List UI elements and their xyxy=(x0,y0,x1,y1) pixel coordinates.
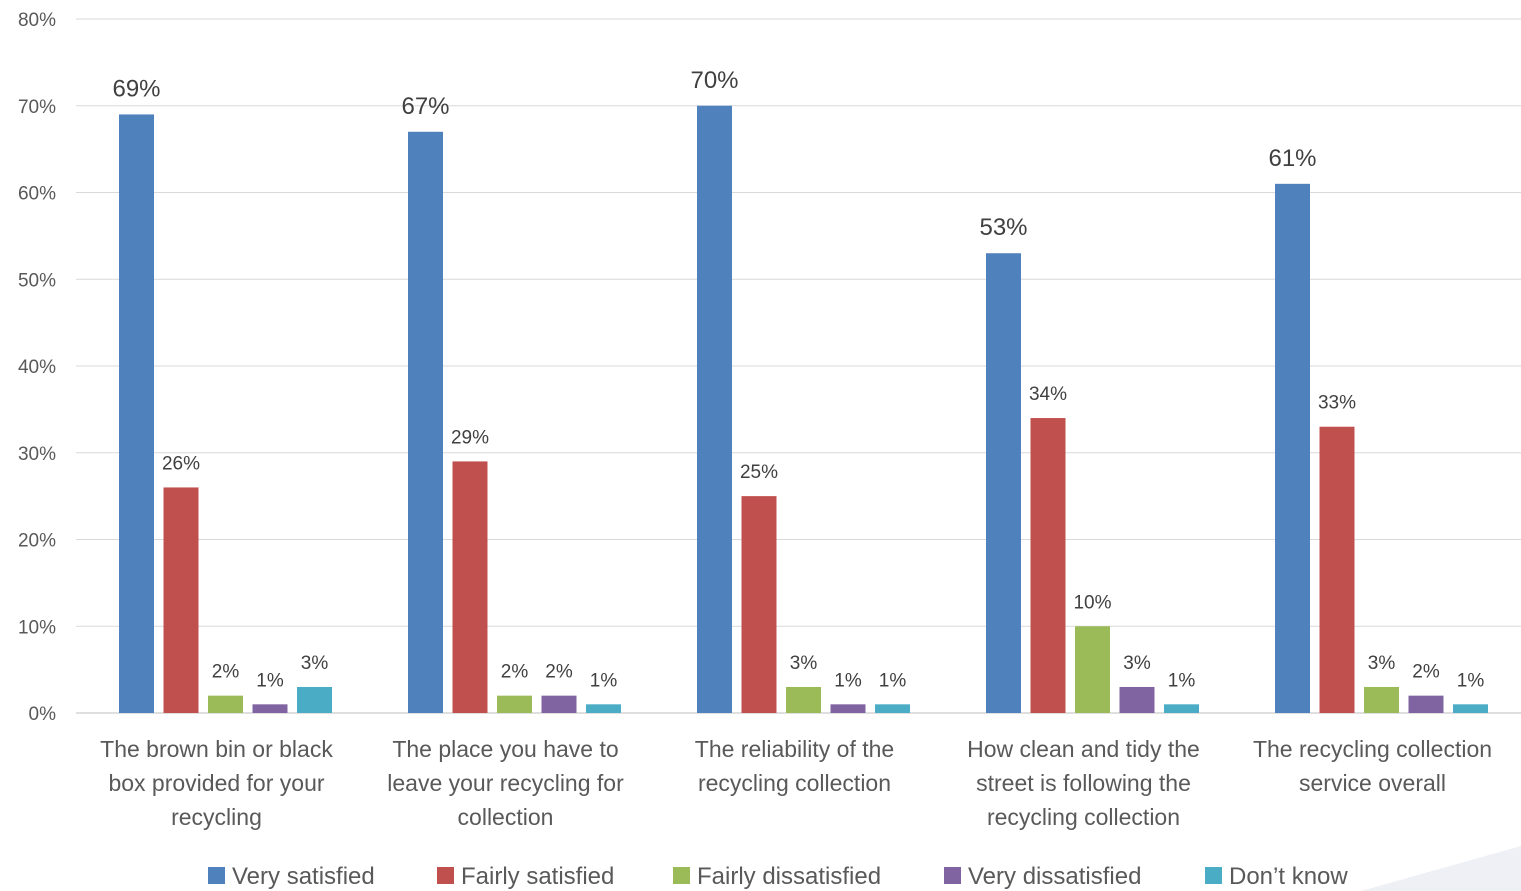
bar xyxy=(541,695,577,713)
y-tick-label: 10% xyxy=(18,617,56,638)
data-label: 70% xyxy=(690,67,738,94)
data-label: 1% xyxy=(1168,670,1196,691)
y-tick-label: 50% xyxy=(18,270,56,291)
y-tick-label: 30% xyxy=(18,444,56,465)
bar xyxy=(786,686,821,713)
category-label: recycling collection xyxy=(987,804,1180,830)
y-tick-label: 60% xyxy=(18,184,56,205)
bar xyxy=(1319,426,1355,713)
category-label: How clean and tidy the xyxy=(967,736,1200,762)
data-label: 2% xyxy=(1412,662,1440,683)
legend-label: Fairly satisfied xyxy=(461,863,614,890)
data-label: 33% xyxy=(1318,393,1356,414)
data-label: 25% xyxy=(740,462,778,483)
data-label: 3% xyxy=(790,653,818,674)
category-label: The recycling collection xyxy=(1253,736,1492,762)
data-label: 69% xyxy=(112,75,160,102)
y-tick-label: 20% xyxy=(18,531,56,552)
bar xyxy=(1408,695,1444,713)
bar xyxy=(1075,626,1110,713)
category-label: The brown bin or black xyxy=(100,736,333,762)
category-label: leave your recycling for xyxy=(387,770,624,796)
data-label: 2% xyxy=(501,662,529,683)
bar xyxy=(1453,704,1488,713)
bar xyxy=(1275,183,1310,713)
category-label: The place you have to xyxy=(392,736,618,762)
legend-swatch xyxy=(437,867,454,884)
y-tick-label: 0% xyxy=(29,704,57,725)
category-label: collection xyxy=(458,804,554,830)
legend-label: Very dissatisfied xyxy=(968,863,1141,890)
data-label: 53% xyxy=(979,214,1027,241)
data-label: 1% xyxy=(1457,670,1485,691)
category-label: The reliability of the xyxy=(695,736,894,762)
bar xyxy=(297,686,332,713)
legend-swatch xyxy=(673,867,690,884)
bar xyxy=(1030,418,1066,713)
bar xyxy=(252,704,288,713)
legend-label: Fairly dissatisfied xyxy=(697,863,881,890)
data-label: 10% xyxy=(1073,592,1111,613)
decorative-corner xyxy=(1361,846,1521,891)
data-label: 2% xyxy=(545,662,573,683)
bar xyxy=(208,695,243,713)
data-label: 3% xyxy=(1368,653,1396,674)
data-label: 2% xyxy=(212,662,240,683)
bar xyxy=(741,496,777,713)
category-label: street is following the xyxy=(976,770,1191,796)
legend-label: Don’t know xyxy=(1229,863,1348,890)
bar xyxy=(1119,686,1155,713)
y-tick-label: 70% xyxy=(18,97,56,118)
bar xyxy=(586,704,621,713)
legend-swatch xyxy=(208,867,225,884)
bar xyxy=(697,105,732,713)
bar xyxy=(830,704,866,713)
bar xyxy=(163,487,199,713)
bar xyxy=(497,695,532,713)
bar xyxy=(1364,686,1399,713)
y-tick-label: 80% xyxy=(18,10,56,31)
category-label: service overall xyxy=(1299,770,1446,796)
bar xyxy=(119,114,154,714)
category-label: recycling xyxy=(171,804,262,830)
bar xyxy=(408,131,443,713)
data-label: 1% xyxy=(256,670,284,691)
data-label: 61% xyxy=(1268,145,1316,172)
legend-label: Very satisfied xyxy=(232,863,375,890)
bar xyxy=(1164,704,1199,713)
bar xyxy=(986,253,1021,713)
data-label: 34% xyxy=(1029,384,1067,405)
data-label: 67% xyxy=(401,93,449,120)
legend-swatch xyxy=(1205,867,1222,884)
bar xyxy=(875,704,910,713)
data-label: 1% xyxy=(590,670,618,691)
data-label: 29% xyxy=(451,427,489,448)
y-tick-label: 40% xyxy=(18,357,56,378)
data-label: 3% xyxy=(301,653,329,674)
bar xyxy=(452,461,488,713)
category-label: recycling collection xyxy=(698,770,891,796)
data-label: 1% xyxy=(879,670,907,691)
data-label: 3% xyxy=(1123,653,1151,674)
data-label: 1% xyxy=(834,670,862,691)
legend-swatch xyxy=(944,867,961,884)
data-label: 26% xyxy=(162,453,200,474)
category-label: box provided for your xyxy=(108,770,324,796)
